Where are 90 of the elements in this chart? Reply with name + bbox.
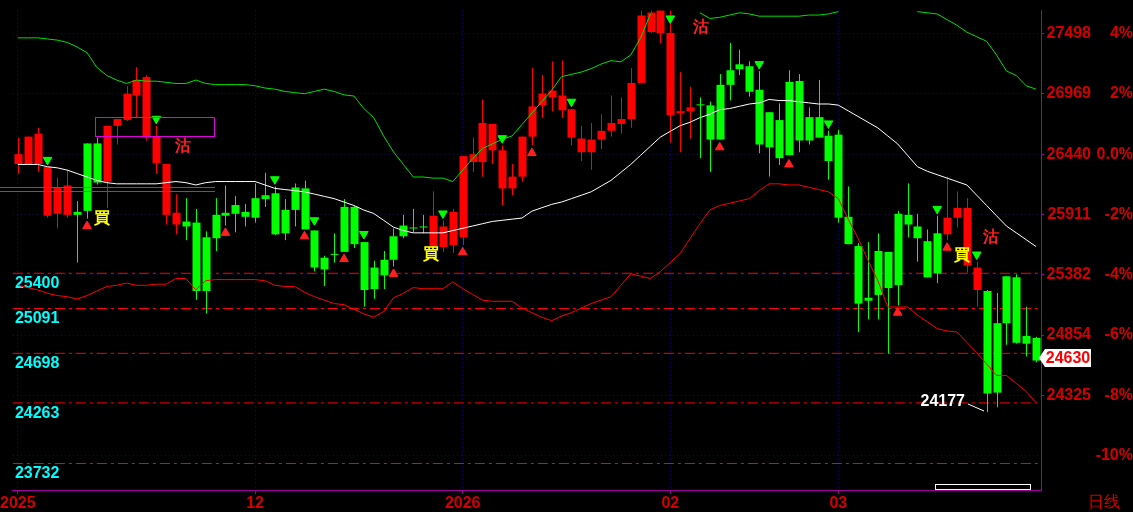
candlestick xyxy=(172,193,181,235)
annotation: 沽 xyxy=(982,228,999,246)
candlestick xyxy=(389,227,398,268)
y2-tick-label: -8% xyxy=(1104,385,1133,403)
point xyxy=(438,210,448,219)
ref-line-label: 23732 xyxy=(14,464,60,482)
point xyxy=(784,158,794,168)
y-tick-label: 25382 xyxy=(1046,265,1092,283)
x-tick-label: 12 xyxy=(246,494,265,512)
y2-tick-label: -10% xyxy=(1095,446,1133,464)
candlestick xyxy=(676,71,685,153)
annotation: 沽 xyxy=(692,18,709,36)
candlestick xyxy=(291,182,300,227)
candlestick xyxy=(113,118,122,145)
ref-line-label: 25400 xyxy=(14,274,60,292)
y-tick-label: 27498 xyxy=(1046,23,1092,41)
annotation: 24177 xyxy=(920,392,966,410)
y-tick-label: 24854 xyxy=(1046,325,1092,343)
point xyxy=(892,307,903,316)
point xyxy=(220,227,231,236)
annotation: 沽 xyxy=(174,137,191,155)
candlestick xyxy=(953,190,962,228)
candlestick xyxy=(241,203,250,227)
candlestick xyxy=(281,198,290,241)
candlestick xyxy=(597,113,606,150)
point xyxy=(527,147,537,157)
y2-tick-label: -2% xyxy=(1104,204,1133,222)
point xyxy=(309,217,320,226)
point xyxy=(82,220,92,230)
candlestick xyxy=(726,42,735,101)
y2-tick-label: 0.0% xyxy=(1096,144,1133,162)
ref-line-label: 24698 xyxy=(14,354,60,372)
candlestick xyxy=(330,232,339,264)
candlestick xyxy=(607,95,616,138)
point xyxy=(457,246,468,256)
candlestick xyxy=(380,250,389,290)
point xyxy=(714,141,725,151)
candlestick xyxy=(320,255,329,287)
y-tick-label: 26440 xyxy=(1046,144,1092,162)
y-tick-label: 26969 xyxy=(1046,84,1092,102)
y-tick-label: 24325 xyxy=(1046,385,1092,403)
candlestick xyxy=(14,137,23,175)
y-tick-label: 25911 xyxy=(1047,204,1092,222)
candlestick xyxy=(696,96,705,159)
candlestick xyxy=(73,200,82,264)
candlestick xyxy=(805,106,814,145)
y2-tick-label: 4% xyxy=(1109,23,1133,41)
candlestick xyxy=(508,163,517,196)
candlestick xyxy=(251,182,260,224)
annotation: 買 xyxy=(422,245,439,263)
point xyxy=(942,242,952,251)
text: 日线 xyxy=(1088,493,1120,511)
ref-line-label: 25091 xyxy=(14,309,60,327)
point xyxy=(932,205,943,215)
y2-tick-label: -4% xyxy=(1104,265,1133,283)
point xyxy=(754,61,765,70)
text: 24630 xyxy=(1045,349,1091,367)
candlestick xyxy=(231,195,240,233)
point xyxy=(823,120,834,129)
point xyxy=(665,15,676,24)
x-tick-label: 2026 xyxy=(444,494,481,512)
candlestick xyxy=(943,176,952,241)
y2-tick-label: 2% xyxy=(1109,84,1133,102)
candlestick xyxy=(587,122,596,171)
x-tick-label: 2025 xyxy=(0,494,36,512)
candlestick xyxy=(577,125,586,162)
x-tick-label: 03 xyxy=(829,494,848,512)
candlestick xyxy=(904,182,913,238)
x-tick-label: 02 xyxy=(661,494,680,512)
candlestick xyxy=(409,208,418,233)
candlestick xyxy=(419,214,428,234)
candlestick xyxy=(370,260,379,300)
annotation: 買 xyxy=(93,209,110,227)
point xyxy=(42,156,53,166)
candlestick xyxy=(686,86,695,140)
point xyxy=(270,176,280,185)
y2-tick-label: -6% xyxy=(1104,325,1133,343)
candlestick xyxy=(617,96,626,135)
candlestick xyxy=(864,241,873,320)
point xyxy=(388,268,399,277)
candlestick xyxy=(261,172,270,208)
candlestick xyxy=(1022,306,1031,357)
candlestick xyxy=(439,220,448,253)
point xyxy=(339,253,349,263)
point xyxy=(299,230,310,240)
point xyxy=(566,98,577,108)
point xyxy=(359,230,369,240)
candlestick xyxy=(913,213,922,263)
ref-line-label: 24263 xyxy=(14,403,60,421)
candlestick xyxy=(735,49,744,76)
